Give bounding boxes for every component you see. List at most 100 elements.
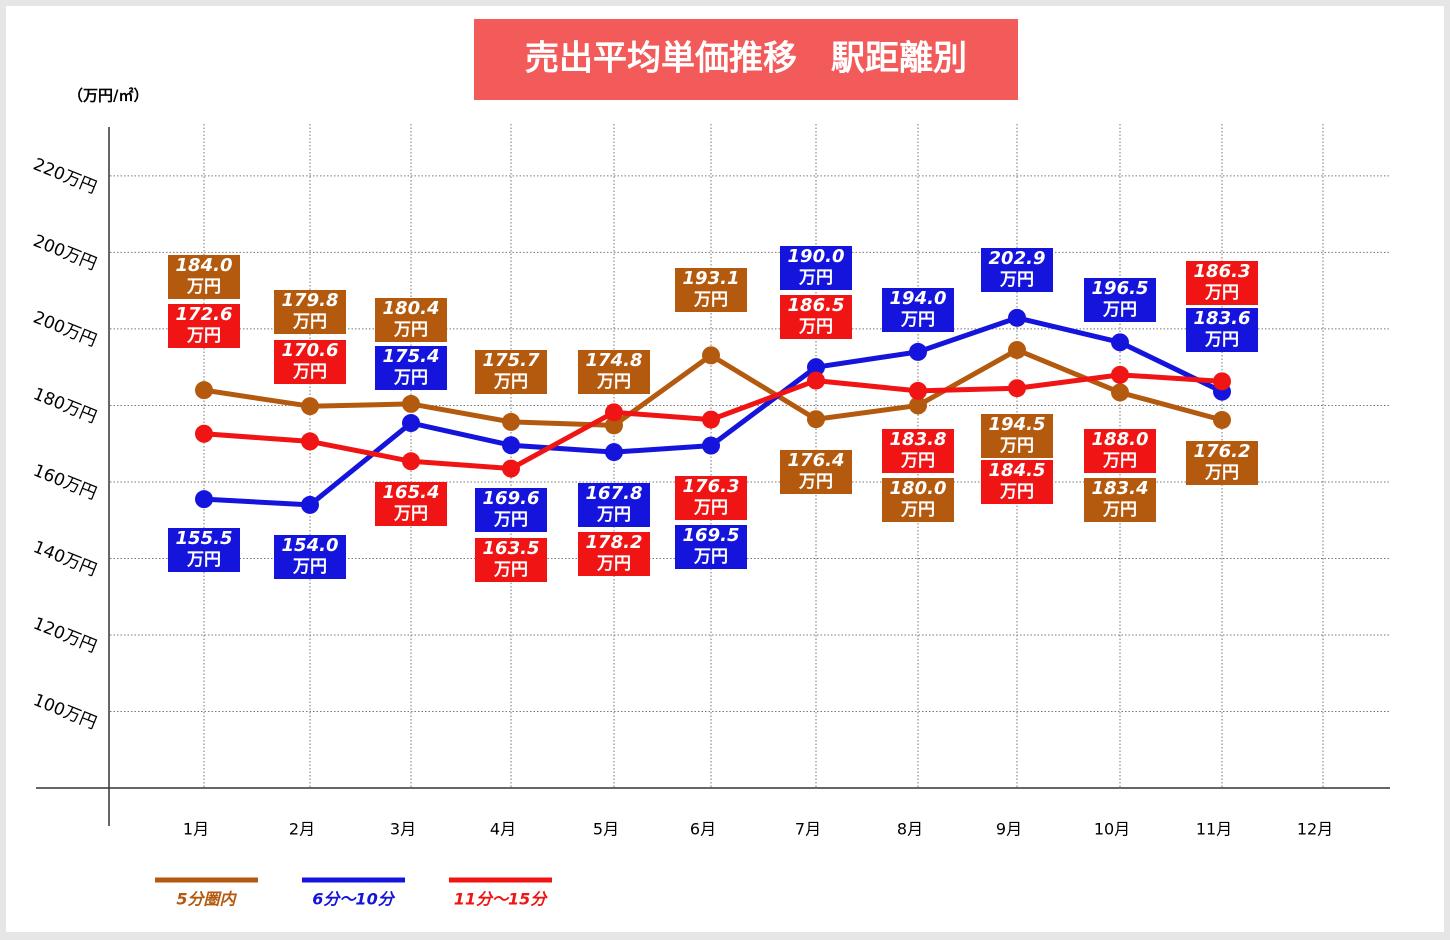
data-label: 180.0 xyxy=(890,478,947,499)
data-label-box xyxy=(981,248,1053,292)
data-point xyxy=(1111,365,1129,384)
data-point xyxy=(502,436,520,455)
data-label-box xyxy=(981,414,1053,458)
data-label: 167.8 xyxy=(586,483,643,504)
data-label-unit: 万円 xyxy=(186,326,221,346)
data-label: 190.0 xyxy=(788,246,845,267)
x-tick-label: 3月 xyxy=(390,820,416,839)
data-point xyxy=(301,397,319,416)
data-point xyxy=(1213,372,1231,391)
data-point xyxy=(402,452,420,471)
data-label: 169.6 xyxy=(483,488,540,509)
data-label: 180.4 xyxy=(383,298,440,319)
data-label-box xyxy=(675,476,747,520)
data-label-unit: 万円 xyxy=(393,368,428,388)
data-label: 154.0 xyxy=(282,535,339,556)
markers xyxy=(195,308,1231,514)
data-label: 193.1 xyxy=(683,268,740,289)
data-label-unit: 万円 xyxy=(596,505,631,525)
data-label-box xyxy=(780,246,852,290)
data-label: 170.6 xyxy=(282,340,339,361)
data-label-unit: 万円 xyxy=(1204,463,1239,483)
data-label-box xyxy=(475,538,547,582)
data-label: 188.0 xyxy=(1092,429,1149,450)
data-label-box xyxy=(475,350,547,394)
data-label: 175.4 xyxy=(383,346,440,367)
data-label-box xyxy=(1084,429,1156,473)
data-point xyxy=(1213,410,1231,429)
data-point xyxy=(301,495,319,514)
data-point xyxy=(807,371,825,390)
data-label-unit: 万円 xyxy=(186,277,221,297)
data-label: 183.4 xyxy=(1092,478,1149,499)
data-point xyxy=(502,459,520,478)
data-label-box xyxy=(274,340,346,384)
data-label-box xyxy=(1186,261,1258,305)
data-point xyxy=(195,424,213,443)
x-tick-label: 11月 xyxy=(1196,820,1232,839)
data-label-unit: 万円 xyxy=(493,560,528,580)
data-label: 186.5 xyxy=(788,295,845,316)
data-label: 186.3 xyxy=(1194,261,1251,282)
data-label-unit: 万円 xyxy=(1102,300,1137,320)
data-point xyxy=(1008,340,1026,359)
data-label-unit: 万円 xyxy=(1102,451,1137,471)
data-label-unit: 万円 xyxy=(393,320,428,340)
x-tick-label: 10月 xyxy=(1094,820,1130,839)
data-label-unit: 万円 xyxy=(999,436,1034,456)
data-label-box xyxy=(475,488,547,532)
chart-title: 売出平均単価推移 駅距離別 xyxy=(525,39,967,79)
legend-label: 5分圏内 xyxy=(176,890,237,909)
data-point xyxy=(195,381,213,400)
data-label: 179.8 xyxy=(282,290,339,311)
data-point xyxy=(909,396,927,415)
data-point xyxy=(402,414,420,433)
data-label-box xyxy=(578,483,650,527)
x-tick-label: 4月 xyxy=(490,820,516,839)
x-tick-label: 9月 xyxy=(996,820,1022,839)
data-label: 184.5 xyxy=(989,460,1046,481)
data-point xyxy=(702,410,720,429)
data-point xyxy=(605,416,623,435)
data-label-box xyxy=(578,532,650,576)
data-label-unit: 万円 xyxy=(1102,500,1137,520)
data-point xyxy=(502,412,520,431)
data-label: 172.6 xyxy=(176,304,233,325)
data-label-unit: 万円 xyxy=(798,268,833,288)
data-label-unit: 万円 xyxy=(596,372,631,392)
title-box xyxy=(474,19,1018,100)
legend-label: 11分～15分 xyxy=(454,890,549,909)
data-label-box xyxy=(780,295,852,339)
data-label-unit: 万円 xyxy=(393,504,428,524)
data-label: 174.8 xyxy=(586,350,643,371)
data-point xyxy=(909,381,927,400)
data-label-box xyxy=(882,288,954,332)
x-tick-label: 7月 xyxy=(795,820,821,839)
data-label-box xyxy=(375,298,447,342)
data-label: 196.5 xyxy=(1092,278,1149,299)
data-label-box xyxy=(375,346,447,390)
data-label: 202.9 xyxy=(989,248,1046,269)
data-label-unit: 万円 xyxy=(186,550,221,570)
data-point xyxy=(402,394,420,413)
data-label: 176.2 xyxy=(1194,441,1251,462)
data-point xyxy=(301,432,319,451)
data-label-box xyxy=(1186,308,1258,352)
data-label: 178.2 xyxy=(586,532,643,553)
data-point xyxy=(807,358,825,377)
data-label: 194.0 xyxy=(890,288,947,309)
data-label-box xyxy=(1084,478,1156,522)
data-label-box xyxy=(375,482,447,526)
data-label-unit: 万円 xyxy=(999,270,1034,290)
data-label: 194.5 xyxy=(989,414,1046,435)
data-label-unit: 万円 xyxy=(1204,330,1239,350)
data-label: 175.7 xyxy=(483,350,540,371)
legend-label: 6分～10分 xyxy=(312,890,395,909)
x-tick-label: 6月 xyxy=(690,820,716,839)
x-tick-label: 8月 xyxy=(897,820,923,839)
data-label: 183.8 xyxy=(890,429,947,450)
data-label: 184.0 xyxy=(176,255,233,276)
y-axis-label: （万円/㎡） xyxy=(68,87,148,105)
data-point xyxy=(702,436,720,455)
